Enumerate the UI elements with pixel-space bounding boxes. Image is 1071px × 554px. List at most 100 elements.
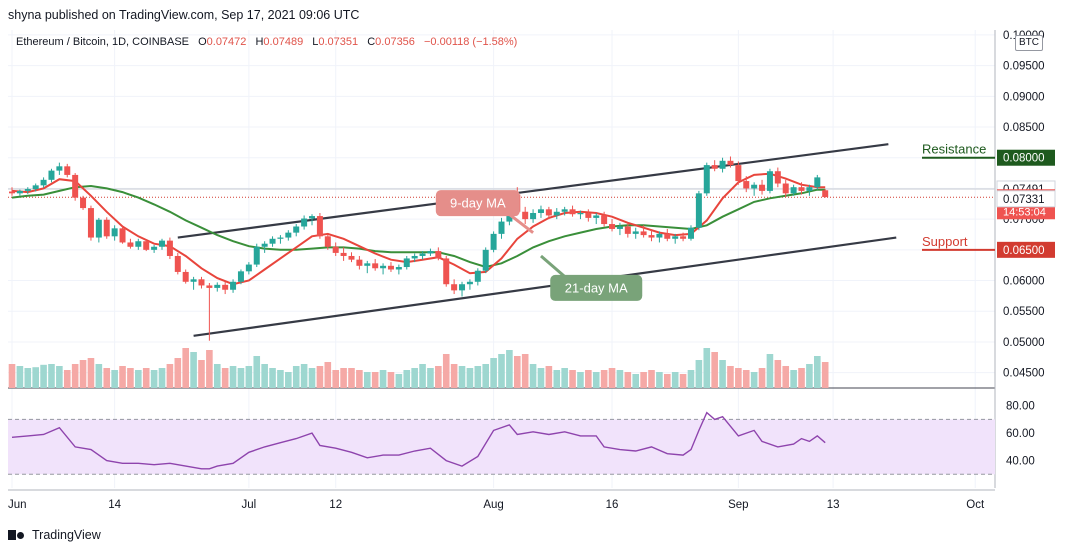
ma21-callout-label: 21-day MA bbox=[565, 280, 628, 295]
symbol-legend: Ethereum / Bitcoin, 1D, COINBASE O0.0747… bbox=[16, 36, 517, 48]
ma9-callout-pointer bbox=[506, 211, 534, 234]
candle-body bbox=[277, 237, 284, 239]
candle-body bbox=[56, 166, 63, 171]
resistance-label: Resistance bbox=[922, 142, 986, 157]
volume-bar bbox=[285, 372, 292, 388]
candle-body bbox=[759, 184, 766, 191]
candle-body bbox=[87, 208, 94, 238]
candle-body bbox=[380, 265, 387, 269]
candle-body bbox=[482, 249, 489, 271]
volume-bar bbox=[363, 372, 371, 388]
volume-bar bbox=[608, 368, 616, 388]
low-label: L bbox=[312, 36, 319, 48]
price-tick-label: 0.09500 bbox=[1003, 61, 1045, 73]
candle-body bbox=[735, 165, 742, 182]
volume-bar bbox=[24, 368, 32, 388]
volume-bar bbox=[292, 366, 300, 388]
price-tick-label: 0.05500 bbox=[1003, 306, 1045, 318]
candle-body bbox=[9, 191, 15, 194]
ma9-line bbox=[11, 172, 826, 286]
candle-body bbox=[309, 216, 316, 219]
price-tag-resistance bbox=[997, 149, 1055, 166]
high-value: 0.07489 bbox=[263, 36, 304, 48]
candle-body bbox=[743, 181, 750, 189]
candle-body bbox=[687, 227, 694, 239]
volume-bar bbox=[32, 367, 39, 388]
candle-body bbox=[166, 240, 173, 256]
volume-bar bbox=[577, 372, 584, 388]
candle-body bbox=[530, 212, 537, 220]
candle-body bbox=[387, 265, 394, 270]
volume-bar bbox=[506, 350, 513, 388]
candle-body bbox=[222, 284, 229, 290]
volume-bar bbox=[348, 368, 355, 388]
candle-body bbox=[806, 187, 813, 191]
candle-body bbox=[814, 177, 821, 188]
candle-body bbox=[616, 226, 623, 229]
candle-body bbox=[459, 284, 466, 291]
volume-bar bbox=[213, 364, 221, 388]
volume-bar bbox=[395, 374, 403, 388]
candle-body bbox=[151, 246, 158, 250]
volume-bar bbox=[742, 370, 750, 388]
candle-body bbox=[285, 232, 292, 238]
volume-bar bbox=[727, 366, 734, 388]
candle-body bbox=[719, 160, 726, 169]
time-tick-label: 14 bbox=[108, 499, 121, 511]
volume-bar bbox=[119, 366, 126, 388]
time-tick-label: 13 bbox=[827, 499, 840, 511]
time-tick-label: Jun bbox=[8, 499, 27, 511]
volume-bar bbox=[687, 370, 695, 388]
candle-body bbox=[395, 267, 402, 270]
candle-body bbox=[80, 197, 87, 209]
candle-body bbox=[624, 226, 631, 234]
rsi-band bbox=[8, 419, 995, 475]
candle-body bbox=[553, 211, 560, 216]
price-tick-label: 0.08500 bbox=[1003, 122, 1045, 134]
price-tag-value: 0.06500 bbox=[1003, 245, 1045, 257]
close-label: C bbox=[367, 36, 376, 48]
volume-bar bbox=[221, 368, 229, 388]
currency-badge[interactable]: BTC bbox=[1015, 35, 1043, 51]
candle-body bbox=[230, 281, 237, 290]
volume-bar bbox=[371, 372, 379, 388]
candle-body bbox=[727, 160, 734, 166]
volume-bar bbox=[166, 364, 174, 388]
close-value: 0.07356 bbox=[375, 36, 415, 48]
volume-bar bbox=[616, 370, 624, 388]
price-tag-countdown: 14:53:04 bbox=[1003, 206, 1046, 218]
support-label: Support bbox=[922, 234, 968, 249]
candle-body bbox=[190, 279, 197, 282]
price-tick-label: 0.09000 bbox=[1003, 91, 1045, 103]
price-tag-value: 0.07331 bbox=[1003, 194, 1045, 206]
volume-bar bbox=[142, 368, 150, 388]
time-tick-label: 12 bbox=[329, 499, 342, 511]
candle-body bbox=[127, 242, 134, 247]
price-tick-label: 0.05000 bbox=[1003, 337, 1045, 349]
candle-body bbox=[593, 215, 600, 218]
volume-bar bbox=[782, 366, 790, 388]
candle-body bbox=[340, 252, 347, 256]
volume-bar bbox=[229, 366, 237, 388]
volume-bar bbox=[261, 364, 268, 388]
symbol-name: Ethereum / Bitcoin, 1D, COINBASE bbox=[16, 36, 190, 48]
candle-body bbox=[782, 183, 789, 194]
channel-line-upper bbox=[177, 143, 889, 239]
publisher-bar: shyna published on TradingView.com, Sep … bbox=[0, 0, 1071, 30]
volume-bar bbox=[190, 352, 197, 388]
volume-bar bbox=[127, 368, 134, 388]
volume-bar bbox=[379, 370, 387, 388]
candle-body bbox=[245, 264, 252, 272]
price-tag-value: 0.08000 bbox=[1003, 153, 1045, 165]
volume-bar bbox=[316, 366, 324, 388]
candle-body bbox=[301, 218, 308, 227]
volume-bar bbox=[766, 354, 774, 388]
tradingview-logo[interactable]: TradingView bbox=[8, 528, 101, 542]
volume-bar bbox=[663, 374, 671, 388]
volume-bar bbox=[458, 366, 466, 388]
volume-bar bbox=[245, 366, 253, 388]
volume-bar bbox=[521, 354, 529, 388]
candle-body bbox=[435, 251, 442, 259]
volume-bar bbox=[174, 358, 182, 388]
